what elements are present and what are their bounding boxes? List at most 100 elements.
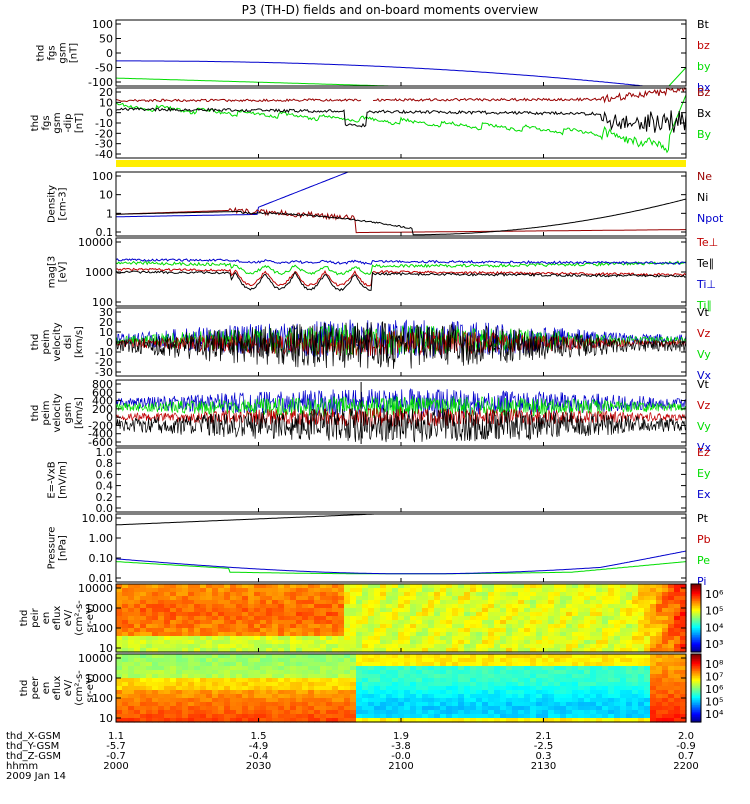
heat-cell [386, 654, 393, 659]
footer-value: 0.3 [536, 751, 552, 762]
heat-cell [380, 596, 387, 601]
heat-cell [488, 682, 495, 687]
heat-cell [260, 620, 267, 625]
heat-cell [440, 666, 447, 671]
colorbar-step [691, 703, 701, 706]
heat-cell [518, 694, 525, 699]
heat-cell [518, 662, 525, 667]
heat-cell [656, 682, 663, 687]
heat-cell [428, 624, 435, 629]
heat-cell [320, 600, 327, 605]
heat-cell [188, 620, 195, 625]
heat-cell [590, 644, 597, 649]
heat-cell [452, 644, 459, 649]
heat-cell [320, 654, 327, 659]
heat-cell [272, 678, 279, 683]
heat-cell [332, 718, 339, 723]
heat-cell [278, 686, 285, 691]
heat-cell [674, 636, 681, 641]
heat-cell [488, 624, 495, 629]
heat-cell [404, 588, 411, 593]
y-tick-label: 0.4 [96, 480, 114, 493]
heat-cell [194, 588, 201, 593]
y-axis-label: peir [30, 607, 41, 627]
heat-cell [248, 640, 255, 645]
heat-cell [260, 592, 267, 597]
heat-cell [578, 702, 585, 707]
colorbar-step [691, 619, 701, 622]
heat-cell [620, 694, 627, 699]
heat-cell [332, 702, 339, 707]
heat-cell [512, 584, 519, 589]
heat-cell [524, 694, 531, 699]
heat-cell [656, 648, 663, 653]
heat-cell [194, 702, 201, 707]
heat-cell [350, 686, 357, 691]
heat-cell [248, 592, 255, 597]
heat-cell [374, 686, 381, 691]
footer-value: 2030 [246, 761, 271, 772]
heat-cell [242, 694, 249, 699]
heat-cell [572, 674, 579, 679]
heat-cell [128, 706, 135, 711]
heat-cell [176, 678, 183, 683]
heat-cell [260, 714, 267, 719]
colorbar-step [691, 696, 701, 699]
heat-cell [410, 648, 417, 653]
heat-cell [290, 670, 297, 675]
heat-cell [188, 718, 195, 723]
heat-cell [368, 596, 375, 601]
heat-cell [434, 616, 441, 621]
heat-cell [314, 674, 321, 679]
heat-cell [182, 706, 189, 711]
heat-cell [674, 624, 681, 629]
heat-cell [530, 592, 537, 597]
heat-cell [602, 702, 609, 707]
heat-cell [518, 584, 525, 589]
heat-cell [134, 658, 141, 663]
heat-cell [284, 596, 291, 601]
panel-frame [115, 513, 687, 583]
series-V-green [115, 324, 687, 357]
heat-cell [362, 666, 369, 671]
heat-cell [200, 608, 207, 613]
heat-cell [236, 698, 243, 703]
heat-cell [218, 632, 225, 637]
heat-cell [122, 624, 129, 629]
heat-cell [584, 644, 591, 649]
colorbar-step [691, 648, 701, 651]
colorbar-step [691, 664, 701, 667]
heat-cell [434, 706, 441, 711]
heat-cell [320, 678, 327, 683]
heat-cell [122, 694, 129, 699]
heat-cell [440, 588, 447, 593]
heat-cell [170, 636, 177, 641]
heat-cell [578, 640, 585, 645]
heat-cell [458, 662, 465, 667]
heat-cell [176, 714, 183, 719]
heat-cell [122, 584, 129, 589]
heat-cell [254, 706, 261, 711]
heat-cell [518, 710, 525, 715]
heat-cell [584, 718, 591, 723]
heat-cell [458, 640, 465, 645]
heat-cell [488, 628, 495, 633]
heat-cell [392, 702, 399, 707]
heat-cell [620, 662, 627, 667]
heat-cell [260, 600, 267, 605]
heat-cell [308, 612, 315, 617]
heat-cell [482, 706, 489, 711]
heat-cell [620, 718, 627, 723]
heat-cell [548, 710, 555, 715]
heat-cell [140, 654, 147, 659]
heat-cell [680, 648, 687, 653]
heat-cell [674, 686, 681, 691]
y-axis-label: thd [30, 405, 41, 422]
heat-cell [452, 596, 459, 601]
heat-cell [428, 678, 435, 683]
heat-cell [398, 654, 405, 659]
heat-cell [332, 584, 339, 589]
heat-cell [524, 654, 531, 659]
heat-cell [260, 584, 267, 589]
heat-cell [164, 654, 171, 659]
